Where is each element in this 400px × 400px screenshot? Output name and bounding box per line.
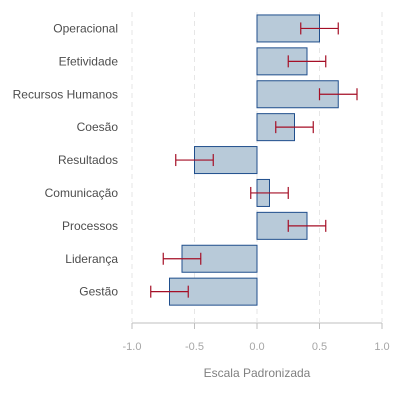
error-bar <box>275 121 314 134</box>
category-label: Comunicação <box>45 186 119 200</box>
error-bar <box>250 186 289 199</box>
x-axis: -1.0 -0.5 0.0 0.5 1.0 <box>123 322 390 353</box>
category-label: Coesão <box>77 120 119 134</box>
error-bar <box>175 154 214 167</box>
x-tick-label: -1.0 <box>123 341 142 353</box>
x-tick-label: 0.5 <box>312 341 327 353</box>
category-label: Processos <box>62 219 118 233</box>
error-bar <box>162 252 202 265</box>
category-label: Gestão <box>79 285 118 299</box>
category-labels: Operacional Efetividade Recursos Humanos Co… <box>13 21 119 298</box>
x-axis-title: Escala Padronizada <box>204 366 311 380</box>
x-tick-label: -0.5 <box>185 341 204 353</box>
category-label: Recursos Humanos <box>13 87 118 101</box>
category-label: Resultados <box>58 153 118 167</box>
error-bar <box>150 285 189 298</box>
error-bar <box>318 88 358 101</box>
error-bar <box>300 22 339 35</box>
x-tick-label: 1.0 <box>374 341 389 353</box>
category-label: Operacional <box>53 21 118 35</box>
error-bar <box>287 219 327 232</box>
error-bars <box>150 22 358 298</box>
category-label: Efetividade <box>59 54 119 68</box>
category-label: Liderança <box>65 252 118 266</box>
x-tick-label: 0.0 <box>249 341 264 353</box>
error-bar <box>287 55 327 68</box>
